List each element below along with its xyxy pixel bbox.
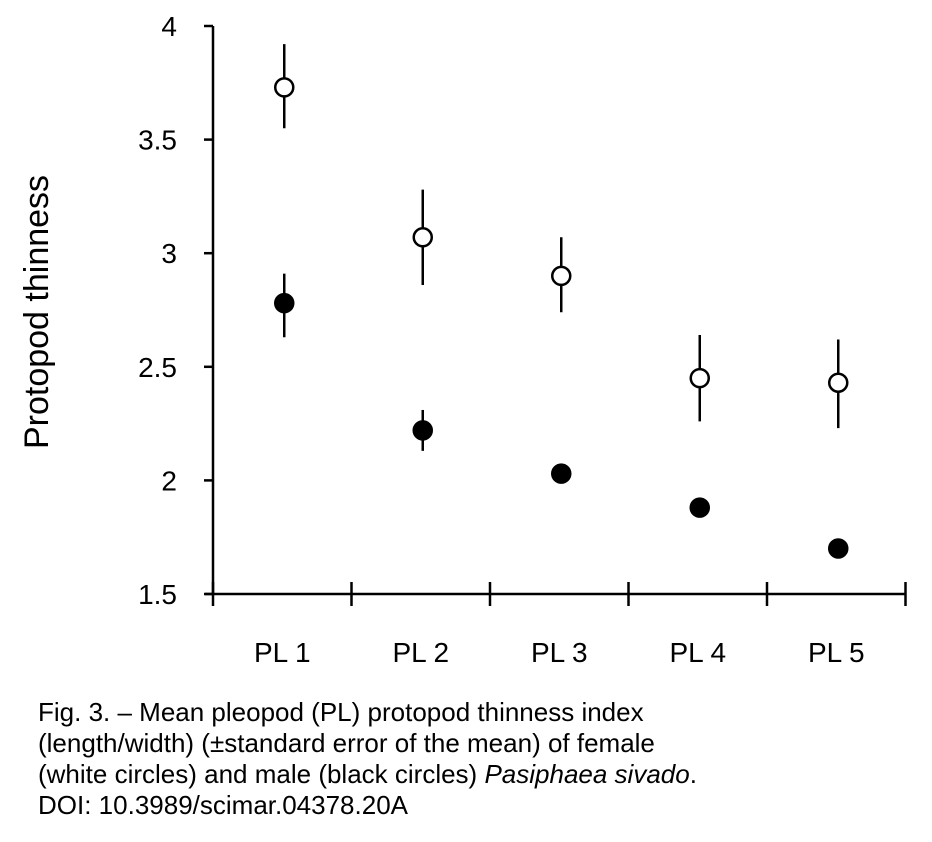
x-tick-label: PL 4: [669, 637, 726, 668]
protopod-thinness-chart: 4 3.5 3 2.5 2 1.5 PL 1 PL 2 PL 3 PL 4 PL 5 Protop…: [18, 11, 907, 668]
y-tick-label: 4: [161, 11, 177, 42]
female-data-point: [828, 372, 849, 393]
x-axis: PL 1 PL 2 PL 3 PL 4 PL 5: [205, 582, 907, 668]
caption-line-3-suffix: .: [689, 759, 697, 789]
figure-caption: Fig. 3. – Mean pleopod (PL) protopod thi…: [38, 697, 918, 821]
caption-line-2: (length/width) (±standard error of the m…: [38, 728, 655, 758]
female-data-point: [551, 265, 572, 287]
caption-line-1: Fig. 3. – Mean pleopod (PL) protopod thi…: [38, 697, 644, 727]
female-data-point: [412, 227, 433, 248]
x-tick-label: PL 5: [808, 637, 865, 668]
male-data-point: [412, 420, 433, 441]
y-axis-ticks: [204, 24, 213, 596]
male-data-point: [551, 463, 572, 484]
y-axis: 4 3.5 3 2.5 2 1.5: [138, 11, 215, 610]
male-data-point: [689, 497, 710, 518]
y-tick-label: 2: [161, 465, 177, 496]
y-tick-label: 1.5: [138, 579, 177, 610]
caption-line-4: DOI: 10.3989/scimar.04378.20A: [38, 790, 409, 820]
x-tick-label: PL 2: [392, 637, 449, 668]
caption-line-3-prefix: (white circles) and male (black circles): [38, 759, 485, 789]
x-axis-tick-labels: PL 1 PL 2 PL 3 PL 4 PL 5: [254, 637, 865, 668]
y-tick-label: 2.5: [138, 352, 177, 383]
female-data-point: [274, 77, 295, 98]
caption-line-3: (white circles) and male (black circles)…: [38, 759, 918, 790]
caption-species-name: Pasiphaea sivado: [484, 759, 690, 789]
male-data-point: [274, 292, 295, 314]
y-axis-label: Protopod thinness: [18, 175, 56, 449]
y-axis-tick-labels: 4 3.5 3 2.5 2 1.5: [138, 11, 177, 610]
y-tick-label: 3.5: [138, 125, 177, 156]
x-axis-ticks: [211, 582, 907, 606]
female-data-point: [689, 367, 710, 389]
male-data-point: [828, 538, 849, 559]
x-tick-label: PL 3: [531, 637, 588, 668]
x-tick-label: PL 1: [254, 637, 311, 668]
y-tick-label: 3: [161, 238, 177, 269]
error-bars: [283, 44, 840, 451]
data-points: [274, 77, 849, 559]
